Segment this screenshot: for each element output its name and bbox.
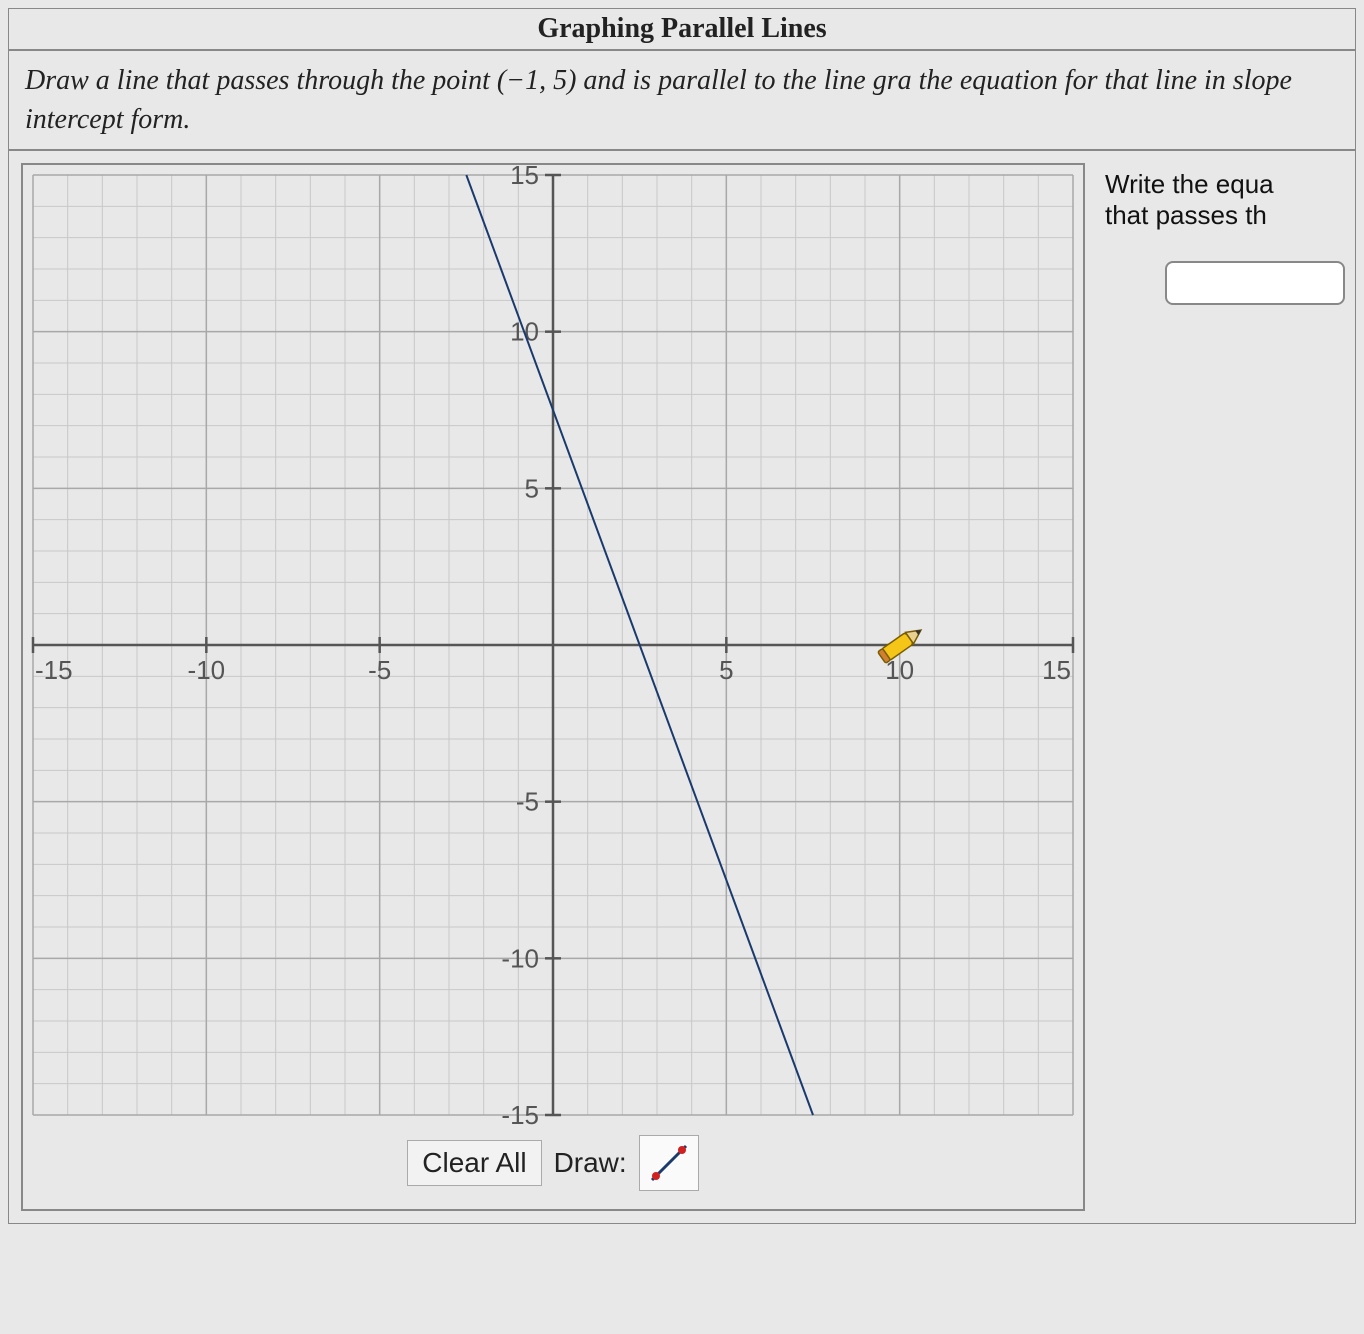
graph-controls: Clear All Draw: xyxy=(23,1125,1083,1209)
svg-text:-10: -10 xyxy=(188,655,226,685)
draw-label: Draw: xyxy=(554,1147,627,1179)
svg-text:-5: -5 xyxy=(516,787,539,817)
side-instructions: Write the equa that passes th xyxy=(1105,169,1345,231)
page-title: Graphing Parallel Lines xyxy=(537,13,826,44)
svg-text:5: 5 xyxy=(525,474,539,504)
svg-text:15: 15 xyxy=(510,165,539,190)
svg-text:5: 5 xyxy=(719,655,733,685)
svg-text:-10: -10 xyxy=(501,944,539,974)
svg-text:-15: -15 xyxy=(501,1100,539,1125)
problem-container: Graphing Parallel Lines Draw a line that… xyxy=(8,8,1356,1224)
draw-line-tool[interactable] xyxy=(639,1135,699,1191)
clear-all-button[interactable]: Clear All xyxy=(407,1140,541,1186)
line-tool-icon xyxy=(646,1140,692,1186)
graph-panel: -15-10-55101515105-5-10-15 Clear All Dra… xyxy=(21,163,1085,1211)
instructions-text: Draw a line that passes through the poin… xyxy=(9,51,1355,151)
coordinate-graph[interactable]: -15-10-55101515105-5-10-15 xyxy=(23,165,1083,1125)
content-row: -15-10-55101515105-5-10-15 Clear All Dra… xyxy=(9,151,1355,1223)
svg-text:-15: -15 xyxy=(35,655,73,685)
title-row: Graphing Parallel Lines xyxy=(9,9,1355,51)
equation-input[interactable] xyxy=(1165,261,1345,305)
svg-text:-5: -5 xyxy=(368,655,391,685)
side-line-1: Write the equa xyxy=(1105,169,1274,199)
side-panel: Write the equa that passes th xyxy=(1097,151,1345,305)
svg-text:15: 15 xyxy=(1042,655,1071,685)
side-line-2: that passes th xyxy=(1105,200,1267,230)
